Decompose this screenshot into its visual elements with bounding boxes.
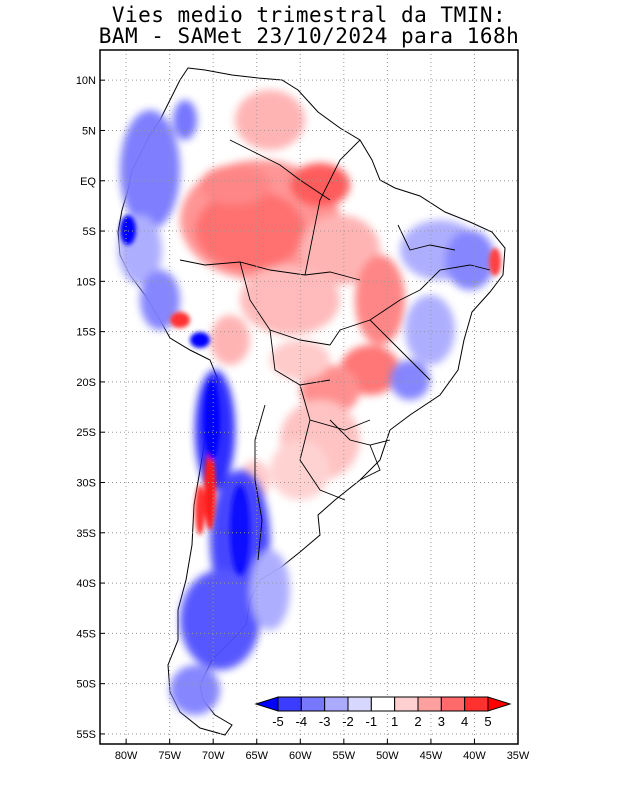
colorbar: -5 -4 -3 -2 -1 1 2 3 4 5 — [254, 696, 512, 729]
lat-tick-label: 40S — [76, 578, 96, 590]
colorbar-label: 3 — [438, 714, 445, 729]
lon-tick-label: 50W — [376, 750, 399, 762]
lon-tick-label: 45W — [420, 750, 443, 762]
colorbar-label: -3 — [319, 714, 331, 729]
lon-tick-label: 35W — [507, 750, 530, 762]
latitude-axis: 10N 5N EQ 5S 10S 15S 20S 25S 30S 35S 40S 45S 50S 55S — [76, 75, 105, 741]
title-line-2: BAM - SAMet 23/10/2024 para 168h — [98, 24, 520, 48]
lon-tick-label: 75W — [158, 750, 181, 762]
longitude-axis: 80W 75W 70W 65W 60W 55W 50W 45W 40W 35W — [115, 739, 530, 762]
colorbar-label: 5 — [484, 714, 491, 729]
colorbar-swatch — [324, 696, 349, 712]
lat-tick-label: 5N — [82, 125, 96, 137]
colorbar-label: -1 — [366, 714, 378, 729]
colorbar-label: 4 — [461, 714, 468, 729]
country-borders — [179, 139, 491, 561]
lon-tick-label: 80W — [115, 750, 138, 762]
lat-tick-label: 20S — [76, 377, 96, 389]
colorbar-label: -2 — [342, 714, 354, 729]
colorbar-label: 1 — [391, 714, 398, 729]
colorbar-label: -4 — [296, 714, 308, 729]
lat-tick-label: 30S — [76, 477, 96, 489]
lat-tick-label: 45S — [76, 628, 96, 640]
colorbar-swatch — [370, 696, 396, 712]
lat-tick-label: 5S — [83, 226, 96, 238]
bias-field — [100, 50, 518, 744]
lat-tick-label: 10N — [76, 75, 96, 87]
lat-lon-grid — [100, 50, 518, 744]
lon-tick-label: 55W — [333, 750, 356, 762]
map-frame — [99, 49, 519, 745]
colorbar-swatch — [440, 696, 466, 712]
colorbar-swatch — [394, 696, 419, 712]
lat-tick-label: 55S — [76, 729, 96, 741]
colorbar-label: 2 — [414, 714, 421, 729]
lon-tick-label: 40W — [463, 750, 486, 762]
lon-tick-label: 60W — [289, 750, 312, 762]
colorbar-label: -5 — [272, 714, 284, 729]
lat-tick-label: 25S — [76, 427, 96, 439]
lon-tick-label: 70W — [202, 750, 225, 762]
title-line-1: Vies medio trimestral da TMIN: — [111, 3, 507, 27]
colorbar-high-arrow — [487, 696, 512, 712]
colorbar-swatch — [300, 696, 326, 712]
colorbar-swatch — [277, 696, 302, 712]
lat-tick-label: 35S — [76, 528, 96, 540]
colorbar-swatch — [417, 696, 442, 712]
colorbar-swatch — [464, 696, 489, 712]
lat-tick-label: EQ — [80, 176, 96, 188]
lat-tick-label: 15S — [76, 327, 96, 339]
colorbar-swatch — [347, 696, 372, 712]
lat-tick-label: 10S — [76, 276, 96, 288]
lat-tick-label: 50S — [76, 679, 96, 691]
lon-tick-label: 65W — [245, 750, 268, 762]
